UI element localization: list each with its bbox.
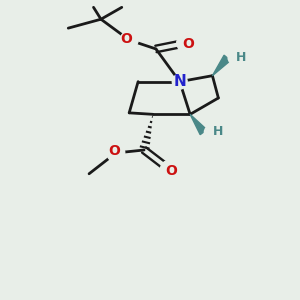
Text: O: O (165, 164, 177, 178)
Text: O: O (120, 32, 132, 46)
Circle shape (160, 160, 178, 178)
Text: H: H (212, 125, 223, 138)
Circle shape (204, 126, 218, 139)
Circle shape (120, 31, 138, 49)
Polygon shape (190, 114, 207, 135)
Circle shape (177, 34, 195, 52)
Text: O: O (108, 145, 120, 158)
Text: O: O (183, 38, 195, 52)
Text: H: H (236, 51, 247, 64)
Text: N: N (173, 74, 186, 89)
Circle shape (172, 74, 187, 89)
Circle shape (107, 144, 125, 162)
Polygon shape (212, 55, 230, 76)
Circle shape (228, 51, 241, 64)
